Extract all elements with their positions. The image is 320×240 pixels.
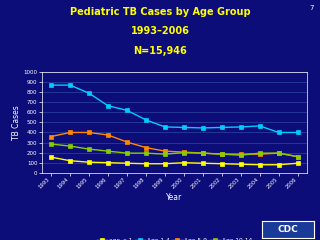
Age 5-9 (87, 131, 91, 134)
Age 1-4 (182, 126, 186, 129)
Age 10-14 (144, 152, 148, 155)
Text: 1993–2006: 1993–2006 (131, 26, 189, 36)
age < 1 (277, 163, 281, 166)
age < 1 (182, 161, 186, 164)
Age 1-4 (68, 84, 72, 87)
Age 1-4 (201, 126, 205, 129)
Age 10-14 (49, 143, 53, 145)
Age 10-14 (258, 152, 262, 155)
Age 1-4 (258, 125, 262, 127)
Age 1-4 (106, 104, 110, 107)
age < 1 (106, 161, 110, 164)
Age 10-14 (106, 150, 110, 153)
Line: Age 1-4: Age 1-4 (49, 83, 300, 135)
age < 1 (163, 162, 167, 165)
age < 1 (239, 163, 243, 166)
Age 5-9 (144, 146, 148, 149)
Text: Pediatric TB Cases by Age Group: Pediatric TB Cases by Age Group (70, 7, 250, 17)
age < 1 (258, 163, 262, 166)
Line: Age 5-9: Age 5-9 (49, 130, 300, 159)
Age 5-9 (239, 153, 243, 156)
Age 1-4 (163, 126, 167, 128)
Age 10-14 (87, 148, 91, 150)
Age 1-4 (87, 92, 91, 95)
Age 5-9 (163, 150, 167, 153)
age < 1 (201, 162, 205, 165)
Age 1-4 (125, 109, 129, 112)
Age 5-9 (201, 152, 205, 155)
Legend: age < 1, Age 1-4, Age 5-9, Age 10-14: age < 1, Age 1-4, Age 5-9, Age 10-14 (97, 238, 252, 240)
Age 5-9 (125, 141, 129, 144)
age < 1 (125, 162, 129, 165)
Age 10-14 (201, 152, 205, 155)
X-axis label: Year: Year (166, 193, 182, 202)
Age 5-9 (106, 133, 110, 136)
Age 10-14 (68, 145, 72, 148)
age < 1 (68, 159, 72, 162)
Age 1-4 (144, 118, 148, 121)
Age 10-14 (277, 152, 281, 155)
Age 5-9 (258, 153, 262, 156)
Text: CDC: CDC (278, 225, 298, 234)
Age 1-4 (49, 84, 53, 87)
Line: Age 10-14: Age 10-14 (49, 142, 300, 159)
Age 10-14 (182, 151, 186, 154)
Age 5-9 (220, 153, 224, 156)
age < 1 (87, 161, 91, 164)
Text: N=15,946: N=15,946 (133, 46, 187, 56)
Age 1-4 (239, 126, 243, 128)
Age 10-14 (125, 152, 129, 155)
age < 1 (144, 162, 148, 165)
Age 1-4 (220, 126, 224, 129)
Age 10-14 (239, 154, 243, 156)
Age 5-9 (68, 131, 72, 134)
Age 10-14 (296, 155, 300, 158)
Age 5-9 (49, 135, 53, 138)
Y-axis label: TB Cases: TB Cases (12, 105, 21, 140)
Text: 7: 7 (309, 5, 314, 11)
Line: age < 1: age < 1 (49, 155, 300, 167)
Age 10-14 (163, 153, 167, 156)
Age 1-4 (296, 131, 300, 134)
Age 5-9 (296, 155, 300, 158)
Age 5-9 (182, 151, 186, 154)
age < 1 (296, 162, 300, 165)
Age 1-4 (277, 131, 281, 134)
Age 10-14 (220, 153, 224, 156)
age < 1 (49, 156, 53, 159)
age < 1 (220, 162, 224, 165)
Age 5-9 (277, 152, 281, 155)
